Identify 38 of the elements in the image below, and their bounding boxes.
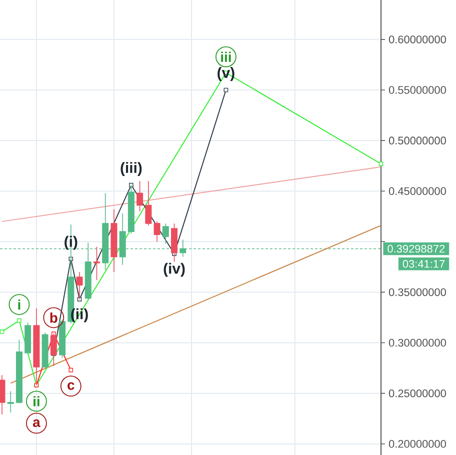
y-tick-label: 0.35000000 [388, 288, 446, 296]
candlestick [42, 332, 48, 368]
data-label: i [18, 299, 20, 310]
candlestick [136, 180, 144, 212]
candlestick [110, 208, 118, 272]
candlestick [33, 308, 40, 386]
data-label: iii [221, 52, 231, 62]
point [68, 368, 74, 372]
data-label: b [50, 312, 58, 323]
candlestick [59, 319, 66, 358]
y-tick-label: 0.30000000 [388, 338, 446, 347]
data-label: (iii) [120, 162, 142, 176]
candlestick [128, 184, 134, 234]
text: 03:41:17 [402, 260, 445, 268]
candlestick [145, 180, 152, 226]
y-tick-label: 0.25000000 [388, 389, 446, 398]
candlestick [76, 272, 83, 300]
y-tick-label: 0.50000000 [388, 136, 446, 144]
candlestick [24, 322, 32, 354]
candlestick [16, 339, 22, 404]
candlestick [154, 221, 160, 242]
point [17, 318, 22, 323]
data-label: a [32, 419, 40, 428]
y-tick-label: 0.60000000 [388, 36, 446, 44]
point [52, 332, 56, 336]
candlestick [0, 374, 6, 415]
point [378, 162, 384, 166]
candlestick [162, 223, 169, 244]
point [0, 329, 4, 334]
y-tick-label: 0.55000000 [388, 86, 446, 94]
y-tick-label: 0.45000000 [388, 187, 446, 195]
data-label: (iv) [164, 262, 185, 277]
y-tick-label: 0.20000000 [388, 440, 446, 448]
data-label: ii [34, 396, 40, 406]
ref-line-label: 0.39298872 [388, 244, 445, 253]
candlestick [7, 390, 14, 413]
point [129, 182, 134, 188]
data-label: c [68, 382, 74, 390]
